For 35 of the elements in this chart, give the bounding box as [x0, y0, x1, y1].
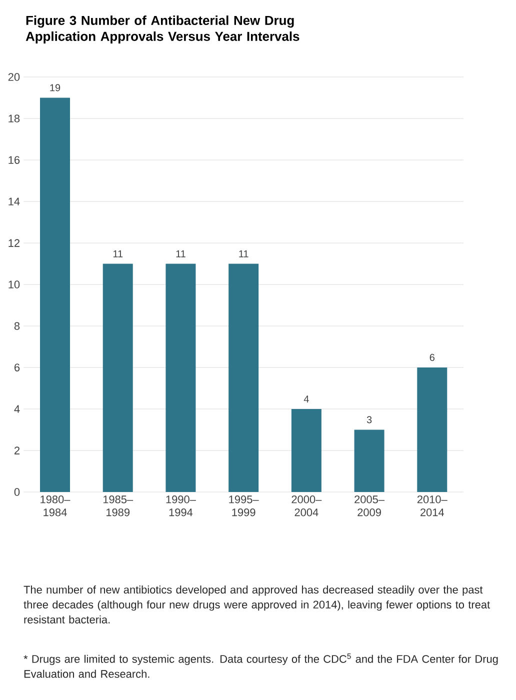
bar	[291, 408, 322, 492]
chart-title: Figure 3 Number of Antibacterial New Drug Application Approvals Versus Year Intervals	[26, 16, 300, 44]
y-tick-label: 20	[8, 73, 20, 81]
bar	[102, 264, 133, 492]
x-tick-label: 1985–1989	[103, 496, 134, 516]
bar	[40, 98, 70, 492]
data-label: 4	[304, 396, 309, 402]
y-tick-label: 18	[8, 114, 20, 122]
y-tick-label: 16	[8, 156, 20, 164]
data-label: 11	[239, 250, 248, 258]
x-tick-label: 1990–1994	[166, 496, 196, 516]
data-label: 3	[366, 416, 372, 424]
x-tick-label: 2005–2009	[354, 496, 385, 516]
y-tick-label: 4	[14, 405, 20, 413]
y-tick-label: 12	[8, 239, 20, 247]
bar	[166, 264, 196, 492]
bar	[228, 264, 259, 492]
y-tick-label: 0	[14, 488, 20, 496]
y-tick-label: 2	[14, 446, 20, 454]
x-tick-label: 1995–1999	[229, 496, 259, 516]
data-label: 6	[430, 354, 434, 361]
text: * Drugs are limited to systemic agents. Data courtesy of the CDC$^{5}$ and the FDA Center for Drug Evaluation and Research.	[24, 654, 498, 678]
x-tick-label: 2010–2014	[417, 496, 448, 516]
x-tick-label: 2000–2004	[292, 496, 322, 516]
bar	[417, 367, 448, 492]
bar	[354, 430, 384, 492]
y-tick-label: 14	[8, 198, 20, 206]
data-label: 19	[50, 84, 60, 92]
y-tick-label: 6	[14, 364, 20, 372]
y-tick-label: 10	[8, 280, 20, 288]
y-tick-label: 8	[14, 322, 20, 330]
text: The number of new antibiotics developed and approved has decreased steadily over the past three decades (although four new drugs were approved in 2014), leaving fewer options to treat resistant bacteria.	[24, 586, 490, 624]
x-tick-label: 1980–1984	[40, 496, 70, 516]
data-label: 11	[113, 250, 123, 258]
data-label: 11	[176, 250, 186, 258]
